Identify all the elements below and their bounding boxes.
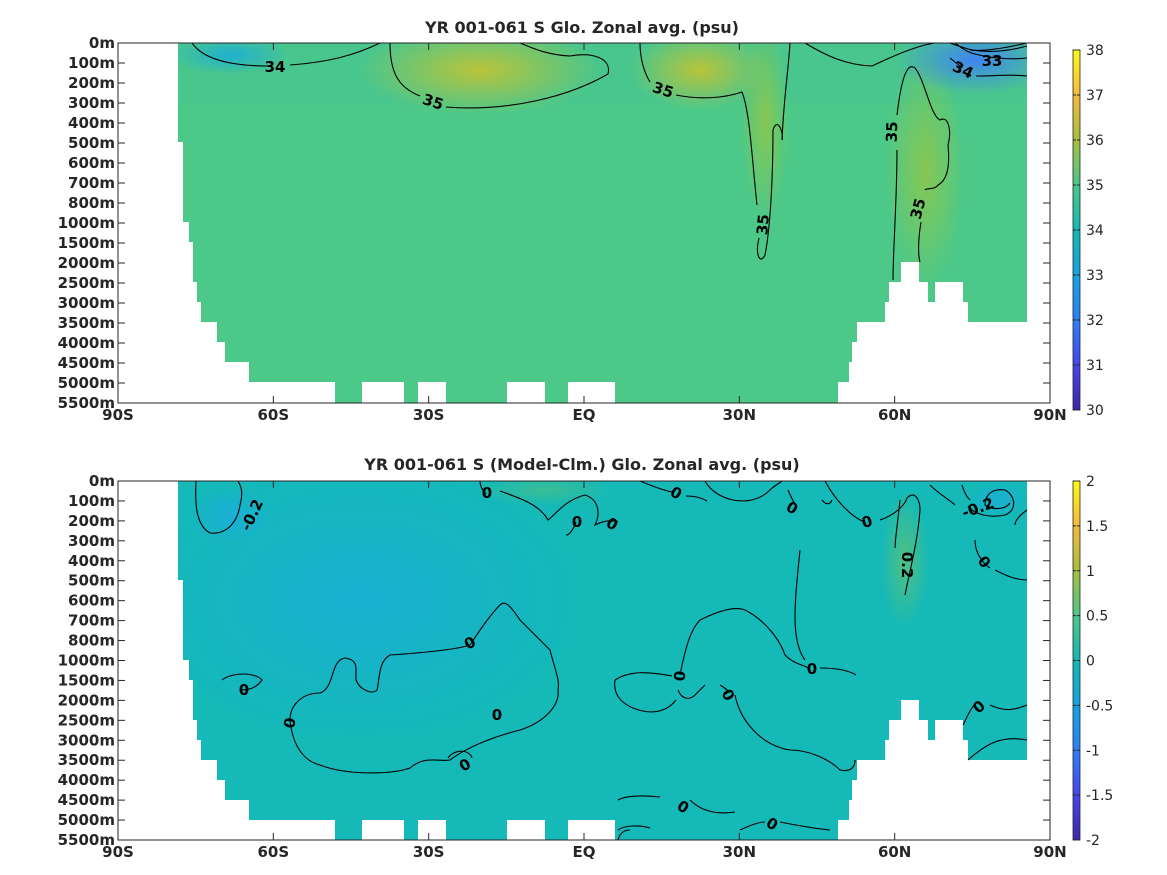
panel1-contour-label: 35 <box>883 121 902 142</box>
panel2-colorbar-ticks: 2 1.5 1 0.5 0 -0.5 -1 -1.5 -2 <box>1073 474 1113 849</box>
x-tick-label: 60S <box>257 843 289 861</box>
colorbar-tick-label: 35 <box>1086 178 1104 194</box>
y-tick-label: 500m <box>68 572 115 590</box>
panel2-contour-label: 0 <box>807 660 817 678</box>
y-tick-label: 400m <box>68 114 115 132</box>
y-tick-label: 4500m <box>58 354 115 372</box>
colorbar-tick-label: 33 <box>1086 268 1104 284</box>
y-tick-label: 2000m <box>58 254 115 272</box>
panel2-contour-label: 0 <box>482 484 492 502</box>
panel1-contour-label: 35 <box>420 90 445 114</box>
panel2-title: YR 001-061 S (Model-Clm.) Glo. Zonal avg… <box>363 455 800 474</box>
x-tick-label: 60S <box>257 406 289 424</box>
colorbar-tick-label: 1.5 <box>1086 519 1108 535</box>
y-tick-label: 2000m <box>58 691 115 709</box>
y-tick-label: 700m <box>68 612 115 630</box>
y-tick-label: 5500m <box>58 394 115 412</box>
y-tick-label: 600m <box>68 154 115 172</box>
y-tick-label: 200m <box>68 512 115 530</box>
colorbar-tick-label: -2 <box>1086 833 1100 849</box>
x-tick-label: 60N <box>878 843 911 861</box>
colorbar-tick-label: 31 <box>1086 358 1104 374</box>
panel2-contour-label: 0 <box>239 681 249 699</box>
x-tick-label: 90S <box>102 406 134 424</box>
colorbar-tick-label: -1.5 <box>1086 788 1113 804</box>
y-tick-label: 3500m <box>58 751 115 769</box>
y-tick-label: 0m <box>89 472 115 490</box>
panel2-contour-label: 0 <box>572 513 582 531</box>
x-tick-label: 90S <box>102 843 134 861</box>
x-tick-label: 90N <box>1033 843 1066 861</box>
y-tick-label: 600m <box>68 592 115 610</box>
panel-salinity-bias: YR 001-061 S (Model-Clm.) Glo. Zonal avg… <box>58 455 1114 861</box>
x-tick-label: 60N <box>878 406 911 424</box>
y-tick-label: 300m <box>68 94 115 112</box>
colorbar-tick-label: 37 <box>1086 88 1104 104</box>
panel2-contour-label: 0 <box>280 716 300 729</box>
y-tick-label: 3000m <box>58 294 115 312</box>
y-tick-label: 1500m <box>58 671 115 689</box>
panel1-contour-label: 34 <box>265 58 286 76</box>
y-tick-label: 3000m <box>58 731 115 749</box>
x-tick-label: EQ <box>573 406 596 424</box>
y-tick-label: 1000m <box>58 652 115 670</box>
panel2-field: -0.2 0 0 0 0 0 0 0.2 -0.2 0 0 0 0 0 0 0 … <box>118 481 1050 840</box>
y-tick-label: 800m <box>68 194 115 212</box>
colorbar-tick-label: 30 <box>1086 403 1104 419</box>
y-tick-label: 100m <box>68 492 115 510</box>
panel1-contour-label: 35 <box>650 78 675 102</box>
y-tick-label: 1000m <box>58 214 115 232</box>
y-tick-label: 5000m <box>58 374 115 392</box>
y-tick-label: 100m <box>68 54 115 72</box>
x-tick-label: 90N <box>1033 406 1066 424</box>
panel2-contour-label: 0.2 <box>898 552 916 579</box>
x-tick-label: 30S <box>413 843 445 861</box>
colorbar-tick-label: 1 <box>1086 564 1095 580</box>
y-tick-label: 700m <box>68 174 115 192</box>
colorbar-tick-label: -1 <box>1086 743 1100 759</box>
y-tick-label: 4500m <box>58 791 115 809</box>
colorbar-tick-label: 34 <box>1086 223 1104 239</box>
y-tick-label: 200m <box>68 74 115 92</box>
colorbar-tick-label: 32 <box>1086 313 1104 329</box>
panel2-contour-label: 0 <box>492 706 502 724</box>
y-tick-label: 4000m <box>58 334 115 352</box>
y-tick-label: 4000m <box>58 771 115 789</box>
panel1-title: YR 001-061 S Glo. Zonal avg. (psu) <box>424 18 739 37</box>
y-tick-label: 2500m <box>58 711 115 729</box>
x-tick-label: 30N <box>723 843 756 861</box>
y-tick-label: 2500m <box>58 274 115 292</box>
y-tick-label: 1500m <box>58 234 115 252</box>
y-tick-label: 300m <box>68 532 115 550</box>
panel1-axes: 90S 60S 30S EQ 30N 60N 90N 0m 100m 200m 300m 400m 50… <box>58 34 1067 424</box>
colorbar-tick-label: 2 <box>1086 474 1095 490</box>
y-tick-label: 500m <box>68 134 115 152</box>
panel2-contour-label: 0 <box>860 512 875 532</box>
colorbar-tick-label: -0.5 <box>1086 698 1113 714</box>
y-tick-label: 5500m <box>58 831 115 849</box>
colorbar-tick-label: 0.5 <box>1086 609 1108 625</box>
colorbar-tick-label: 36 <box>1086 133 1104 149</box>
y-tick-label: 0m <box>89 34 115 52</box>
x-tick-label: 30N <box>723 406 756 424</box>
panel2-contour-label: 0 <box>671 670 690 682</box>
y-tick-label: 3500m <box>58 314 115 332</box>
y-tick-label: 5000m <box>58 811 115 829</box>
y-tick-label: 400m <box>68 552 115 570</box>
y-tick-label: 800m <box>68 632 115 650</box>
panel1-contour-label: 35 <box>907 196 930 221</box>
panel1-contour-label: 35 <box>753 213 773 235</box>
panel1-contour-label: 33 <box>982 52 1003 70</box>
colorbar-tick-label: 38 <box>1086 43 1104 59</box>
panel1-colorbar-ticks: 38 37 36 35 34 33 32 31 30 <box>1073 43 1104 419</box>
panel-salinity: YR 001-061 S Glo. Zonal avg. (psu) <box>58 18 1104 424</box>
panel2-axes: 90S 60S 30S EQ 30N 60N 90N 0m 100m 200m 300m 400m 50… <box>58 472 1067 861</box>
x-tick-label: EQ <box>573 843 596 861</box>
x-tick-label: 30S <box>413 406 445 424</box>
colorbar-tick-label: 0 <box>1086 654 1095 670</box>
panel1-field: 34 35 35 35 35 35 34 33 <box>118 43 1050 403</box>
